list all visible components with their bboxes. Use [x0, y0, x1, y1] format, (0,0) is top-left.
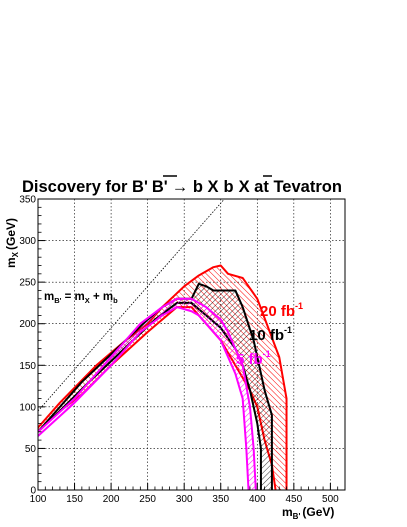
- y-tick-label: 150: [19, 361, 36, 372]
- series-label-20fb: 20 fb-1: [260, 301, 303, 320]
- x-tick-label: 450: [285, 494, 302, 505]
- title-bbar-quark: b: [224, 178, 234, 196]
- x-tick-label: 400: [249, 494, 266, 505]
- y-tick-label: 200: [19, 319, 36, 330]
- x-tick-label: 300: [176, 494, 193, 505]
- band-10fb-upper-edge: [38, 282, 273, 490]
- grid: [37, 198, 345, 491]
- y-tick-label: 350: [19, 195, 36, 206]
- x-tick-label: 100: [30, 494, 47, 505]
- y-axis-title: mX(GeV): [4, 218, 20, 268]
- series-label-5fb: 5 fb-1: [236, 349, 271, 368]
- x-tick-label: 150: [66, 494, 83, 505]
- series-areas: [38, 264, 288, 490]
- band-20fb-upper-edge: [38, 264, 288, 490]
- reference-line: [38, 199, 225, 412]
- y-tick-label: 250: [19, 278, 36, 289]
- axis-ticks: 100 150 200 250 300 350 400 450 500 0 50 100 150 200 2…: [19, 195, 346, 505]
- band-5fb-lower-edge: [38, 306, 250, 490]
- series-label-10fb: 10 fb-1: [249, 325, 292, 344]
- y-tick-label: 100: [19, 402, 36, 413]
- y-tick-label: 300: [19, 236, 36, 247]
- x-tick-label: 250: [139, 494, 156, 505]
- title-bbar: B': [152, 178, 168, 196]
- plot-frame: [37, 198, 346, 491]
- reference-diagonal: [38, 199, 225, 412]
- reference-line-label: mB' = mX + mb: [44, 291, 118, 305]
- y-tick-label: 50: [25, 444, 37, 455]
- x-axis-title: mB' (GeV): [282, 505, 334, 521]
- x-tick-label: 500: [322, 494, 339, 505]
- x-tick-label: 200: [103, 494, 120, 505]
- band-5fb-upper-edge: [38, 297, 257, 490]
- x-tick-label: 350: [212, 494, 229, 505]
- y-tick-label: 0: [30, 486, 36, 497]
